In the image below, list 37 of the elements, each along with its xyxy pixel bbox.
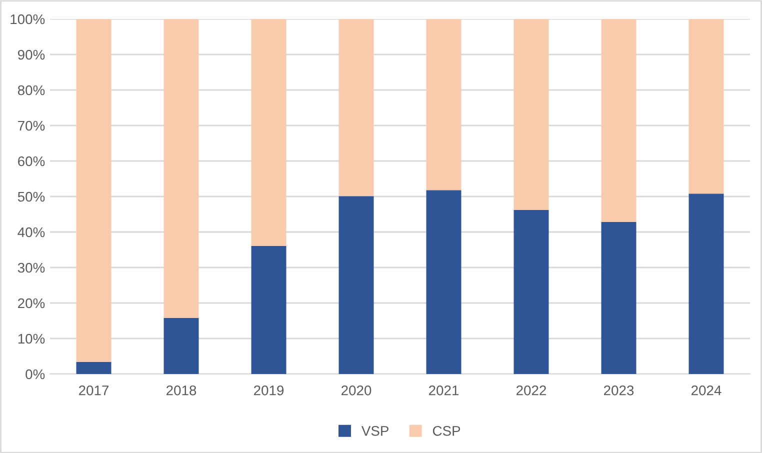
bar [426, 190, 462, 374]
bar [164, 318, 199, 374]
bar [601, 222, 636, 374]
bar [688, 194, 724, 374]
x-tick-label: 2022 [516, 385, 546, 396]
y-tick-label: 10% [18, 334, 45, 344]
bar [338, 19, 374, 196]
y-tick-label: 50% [18, 192, 45, 202]
bar [164, 19, 199, 318]
y-tick-label: 80% [18, 85, 45, 96]
x-tick-label: 2018 [166, 385, 196, 396]
y-tick-label: 100% [10, 14, 45, 24]
x-tick-label: 2020 [342, 385, 372, 396]
bar [514, 19, 549, 210]
bar [251, 19, 286, 246]
bar [514, 210, 549, 374]
bar [251, 246, 286, 374]
x-tick-label: 2023 [604, 385, 634, 396]
bar [601, 19, 636, 222]
legend-label: CSP [432, 426, 460, 436]
legend-label: VSP [361, 426, 388, 436]
bar [338, 196, 374, 374]
x-tick-label: 2021 [429, 385, 459, 396]
x-tick-label: 2024 [692, 385, 722, 396]
bar [76, 19, 112, 362]
y-tick-label: 20% [18, 298, 45, 308]
y-tick-label: 70% [18, 120, 45, 131]
y-tick-label: 90% [18, 50, 45, 60]
y-tick-label: 40% [18, 227, 45, 238]
bar [426, 19, 462, 190]
bar [76, 362, 112, 374]
x-tick-label: 2019 [254, 385, 284, 396]
y-tick-label: 30% [18, 262, 45, 273]
y-tick-label: 60% [18, 156, 45, 166]
bar [688, 19, 724, 194]
y-tick-label: 0% [26, 369, 45, 380]
x-tick-label: 2017 [79, 385, 109, 396]
